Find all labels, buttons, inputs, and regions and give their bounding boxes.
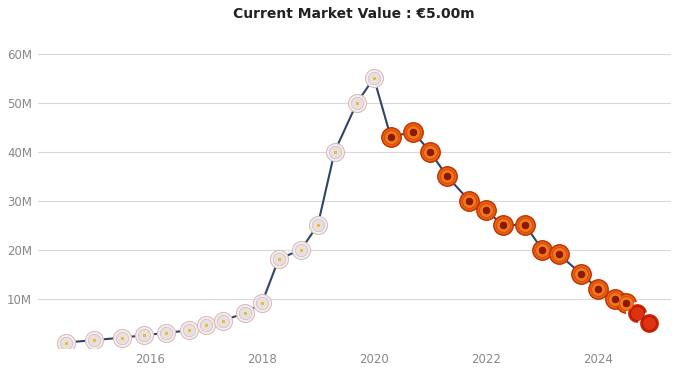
Title: Current Market Value : €5.00m: Current Market Value : €5.00m <box>233 7 475 21</box>
